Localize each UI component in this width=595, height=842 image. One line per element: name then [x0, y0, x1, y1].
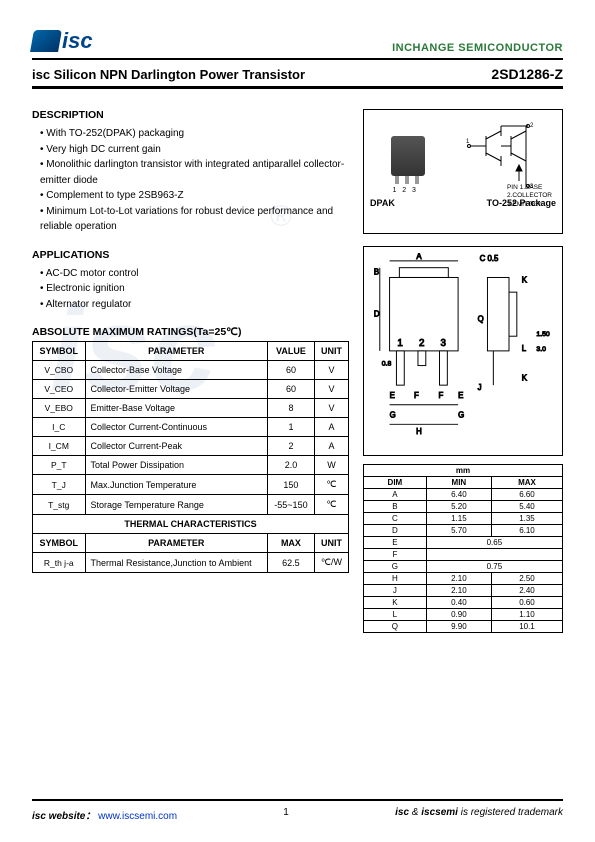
- list-item: Monolithic darlington transistor with in…: [38, 157, 349, 188]
- svg-text:2: 2: [419, 338, 424, 349]
- dpak-label: DPAK: [370, 198, 395, 208]
- svg-text:Q: Q: [478, 315, 484, 324]
- list-item: Alternator regulator: [38, 297, 349, 313]
- list-item: Very high DC current gain: [38, 142, 349, 158]
- svg-text:3: 3: [440, 338, 445, 349]
- svg-text:2: 2: [530, 123, 534, 129]
- col-unit: UNIT: [314, 342, 348, 361]
- col-parameter: PARAMETER: [85, 534, 267, 553]
- table-row: K0.400.60: [364, 597, 563, 609]
- col-symbol: SYMBOL: [33, 342, 86, 361]
- svg-text:J: J: [478, 383, 482, 392]
- svg-text:H: H: [416, 427, 422, 436]
- dim-unit-header: mm: [364, 465, 563, 477]
- svg-text:F: F: [414, 391, 419, 400]
- description-list: With TO-252(DPAK) packaging Very high DC…: [32, 126, 349, 235]
- col-symbol: SYMBOL: [33, 534, 86, 553]
- divider: [32, 58, 563, 60]
- svg-text:G: G: [458, 410, 464, 419]
- list-item: Minimum Lot-to-Lot variations for robust…: [38, 204, 349, 235]
- svg-text:3.0: 3.0: [536, 346, 546, 353]
- svg-text:1: 1: [397, 338, 402, 349]
- description-heading: DESCRIPTION: [32, 109, 349, 121]
- svg-text:C 0.5: C 0.5: [480, 254, 499, 263]
- col-parameter: PARAMETER: [85, 342, 267, 361]
- table-row: I_CMCollector Current-Peak2A: [33, 437, 349, 456]
- svg-text:0.8: 0.8: [382, 361, 392, 368]
- table-row: H2.102.50: [364, 573, 563, 585]
- circuit-schematic: 1 2 3: [466, 121, 536, 191]
- table-row: I_CCollector Current-Continuous1A: [33, 418, 349, 437]
- title-row: isc Silicon NPN Darlington Power Transis…: [32, 66, 563, 82]
- applications-list: AC-DC motor control Electronic ignition …: [32, 266, 349, 313]
- header: isc INCHANGE SEMICONDUCTOR: [32, 28, 563, 54]
- table-row: P_TTotal Power Dissipation2.0W: [33, 456, 349, 475]
- svg-text:B: B: [374, 268, 379, 277]
- table-row: T_stgStorage Temperature Range-55~150℃: [33, 495, 349, 515]
- logo: isc: [32, 28, 93, 54]
- svg-text:E: E: [390, 391, 395, 400]
- table-row: F: [364, 549, 563, 561]
- page-title: isc Silicon NPN Darlington Power Transis…: [32, 67, 305, 82]
- svg-text:K: K: [522, 275, 528, 284]
- list-item: AC-DC motor control: [38, 266, 349, 282]
- table-row: E0.65: [364, 537, 563, 549]
- ratings-heading: ABSOLUTE MAXIMUM RATINGS(Ta=25℃): [32, 326, 349, 338]
- logo-text: isc: [62, 28, 93, 54]
- trademark-text: isc & iscsemi is registered trademark: [395, 807, 563, 822]
- col-max: MAX: [267, 534, 314, 553]
- outline-drawing: A D B C 0.5 K L K 1.50 3.0: [363, 246, 563, 456]
- applications-heading: APPLICATIONS: [32, 249, 349, 261]
- list-item: Complement to type 2SB963-Z: [38, 188, 349, 204]
- svg-text:D: D: [374, 310, 380, 319]
- table-row: V_EBOEmitter-Base Voltage8V: [33, 399, 349, 418]
- part-number: 2SD1286-Z: [491, 66, 563, 82]
- table-row: J2.102.40: [364, 585, 563, 597]
- table-row: V_CEOCollector-Emitter Voltage60V: [33, 380, 349, 399]
- page-number: 1: [283, 807, 289, 822]
- svg-text:K: K: [522, 373, 528, 382]
- dpak-icon: [391, 136, 425, 176]
- list-item: With TO-252(DPAK) packaging: [38, 126, 349, 142]
- svg-text:E: E: [458, 391, 463, 400]
- table-row: G0.75: [364, 561, 563, 573]
- col-unit: UNIT: [314, 534, 348, 553]
- svg-text:F: F: [439, 391, 444, 400]
- ratings-table: SYMBOL PARAMETER VALUE UNIT V_CBOCollect…: [32, 341, 349, 573]
- divider-thick: [32, 86, 563, 89]
- table-row: Q9.9010.1: [364, 621, 563, 633]
- table-row: V_CBOCollector-Base Voltage60V: [33, 361, 349, 380]
- svg-text:G: G: [390, 410, 396, 419]
- pin-list: PIN 1.BASE 2.COLLECTOR 3.EMITTER: [507, 184, 552, 209]
- table-row: A6.406.60: [364, 489, 563, 501]
- table-row: L0.901.10: [364, 609, 563, 621]
- svg-text:L: L: [522, 344, 527, 353]
- footer: isc website： www.iscsemi.com 1 isc & isc…: [32, 799, 563, 822]
- thermal-heading: THERMAL CHARACTERISTICS: [33, 515, 349, 534]
- package-diagram: 1 2 3: [363, 109, 563, 234]
- table-row: D5.706.10: [364, 525, 563, 537]
- table-row: B5.205.40: [364, 501, 563, 513]
- company-name: INCHANGE SEMICONDUCTOR: [392, 42, 563, 54]
- table-row: R_th j-a Thermal Resistance,Junction to …: [33, 553, 349, 573]
- svg-text:A: A: [416, 253, 422, 261]
- table-row: T_JMax.Junction Temperature150℃: [33, 475, 349, 495]
- svg-text:1.50: 1.50: [536, 331, 550, 338]
- list-item: Electronic ignition: [38, 281, 349, 297]
- table-row: C1.151.35: [364, 513, 563, 525]
- dimensions-table: mm DIM MIN MAX A6.406.60B5.205.40C1.151.…: [363, 464, 563, 633]
- col-value: VALUE: [267, 342, 314, 361]
- logo-icon: [30, 30, 62, 52]
- website-link[interactable]: www.iscsemi.com: [98, 811, 177, 822]
